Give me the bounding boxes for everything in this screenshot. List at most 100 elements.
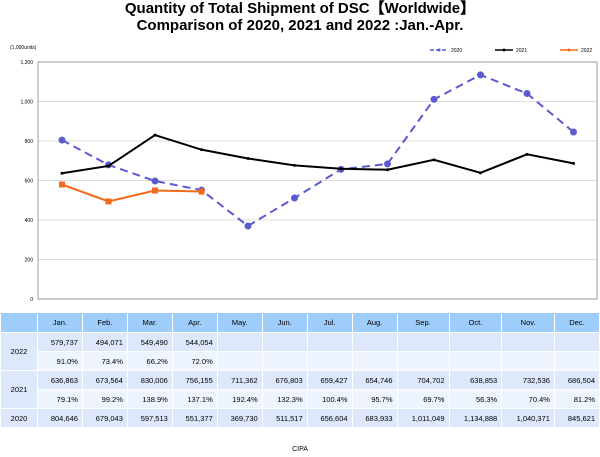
value-cell [351, 332, 398, 352]
header-blank [0, 312, 38, 333]
y-tick-label: 0 [30, 297, 33, 303]
value-cell: 549,490 [126, 332, 173, 352]
legend-label-2020: 2020 [451, 48, 462, 54]
legend-label-2022: 2022 [581, 48, 592, 54]
data-point-2021 [153, 133, 157, 137]
source-label: CIPA [292, 446, 308, 453]
data-table: Jan. Feb. Mar. Apr. May. Jun. Jul. Aug. Sep. Oct.… [0, 312, 600, 428]
table-row: 2020 804,646 679,043 597,513 551,377 369,730 5… [0, 408, 600, 428]
value-cell: 732,536 [501, 370, 555, 390]
value-cell: 654,746 [351, 370, 398, 390]
legend-label-2021: 2021 [516, 48, 527, 54]
column-header: Sep. [396, 312, 450, 333]
column-header: Dec. [553, 312, 600, 333]
value-cell: 579,737 [37, 332, 83, 352]
data-point-2020 [570, 128, 577, 136]
data-point-2020 [151, 177, 159, 185]
data-point-2020 [430, 95, 438, 103]
percent-cell [351, 351, 398, 371]
value-cell [261, 332, 308, 352]
percent-cell: 56.3% [448, 389, 503, 409]
data-point-2022 [105, 198, 112, 205]
column-header: Oct. [448, 312, 503, 333]
value-cell [553, 332, 600, 352]
percent-cell: 69.7% [396, 389, 450, 409]
percent-cell [306, 351, 353, 371]
percent-cell: 132.3% [261, 389, 308, 409]
unit-label: (1,000units) [10, 45, 37, 51]
percent-cell: 95.7% [351, 389, 398, 409]
value-cell: 676,803 [261, 370, 308, 390]
data-point-2020 [477, 71, 484, 79]
value-cell: 1,040,371 [501, 408, 555, 428]
value-cell: 845,621 [553, 408, 600, 428]
series-line-2020 [61, 73, 575, 228]
data-point-2021 [246, 157, 250, 161]
percent-cell: 99.2% [81, 389, 128, 409]
percent-cell [553, 351, 600, 371]
value-cell: 597,513 [126, 408, 173, 428]
year-cell: 2022 [0, 332, 38, 371]
data-point-2021 [479, 171, 482, 175]
value-cell: 369,730 [216, 408, 263, 428]
data-point-2021 [107, 164, 110, 168]
value-cell: 686,504 [553, 370, 600, 390]
value-cell: 704,702 [396, 370, 450, 390]
percent-cell [501, 351, 555, 371]
data-point-2021 [293, 163, 296, 167]
value-cell: 551,377 [171, 408, 218, 428]
data-point-2020 [291, 194, 298, 202]
value-cell: 494,071 [81, 332, 128, 352]
title-line-2: Comparison of 2020, 2021 and 2022 :Jan.-… [136, 17, 464, 34]
column-header: Apr. [171, 312, 218, 333]
value-cell: 756,155 [171, 370, 218, 390]
percent-cell: 138.9% [126, 389, 173, 409]
line-chart: (1,000units) 0 200 400 600 800 1,000 1,200 2020 2… [10, 45, 598, 303]
percent-cell: 137.1% [171, 389, 218, 409]
value-cell [501, 332, 555, 352]
column-header: Nov. [501, 312, 555, 333]
y-tick-label: 1,000 [20, 100, 33, 106]
data-point-2021 [386, 168, 389, 172]
legend-marker-2020 [437, 48, 441, 52]
title-line-1: Quantity of Total Shipment of DSC【Worldw… [124, 0, 476, 17]
data-point-2020 [244, 222, 252, 230]
table-row: 2021 636,863 673,564 830,006 756,155 711,362 6… [0, 370, 600, 409]
percent-cell [396, 351, 450, 371]
value-cell [216, 332, 263, 352]
y-tick-label: 600 [25, 179, 34, 185]
data-point-2021 [60, 171, 64, 175]
data-point-2022 [152, 187, 158, 194]
value-cell: 544,054 [171, 332, 218, 352]
chart-title: Quantity of Total Shipment of DSC【Worldw… [0, 0, 600, 34]
data-point-2021 [432, 158, 436, 162]
percent-cell [261, 351, 308, 371]
y-tick-label: 400 [25, 218, 34, 224]
series-line-2022 [61, 183, 202, 203]
year-cell: 2020 [0, 408, 38, 428]
percent-cell: 73.4% [81, 351, 128, 371]
series-line-2021 [61, 133, 574, 175]
table-row-percent: 91.0% 73.4% 66.2% 72.0% [1, 351, 600, 371]
value-cell: 673,564 [81, 370, 128, 390]
column-header: Mar. [126, 312, 173, 333]
value-cell: 659,427 [306, 370, 353, 390]
column-header: Feb. [81, 312, 128, 333]
percent-cell [448, 351, 503, 371]
legend-marker-2022 [567, 48, 571, 52]
percent-cell: 72.0% [171, 351, 218, 371]
value-cell [306, 332, 353, 352]
value-cell: 1,011,049 [396, 408, 450, 428]
percent-cell: 79.1% [37, 389, 83, 409]
column-header: Jun. [261, 312, 308, 333]
percent-cell: 192.4% [216, 389, 263, 409]
column-header: Jul. [306, 312, 353, 333]
value-cell: 711,362 [216, 370, 263, 390]
percent-cell: 70.4% [501, 389, 555, 409]
percent-cell: 66.2% [126, 351, 173, 371]
value-cell [396, 332, 450, 352]
legend-marker-2021 [502, 48, 506, 52]
percent-cell [216, 351, 263, 371]
data-point-2021 [572, 161, 575, 165]
value-cell: 1,134,888 [448, 408, 503, 428]
